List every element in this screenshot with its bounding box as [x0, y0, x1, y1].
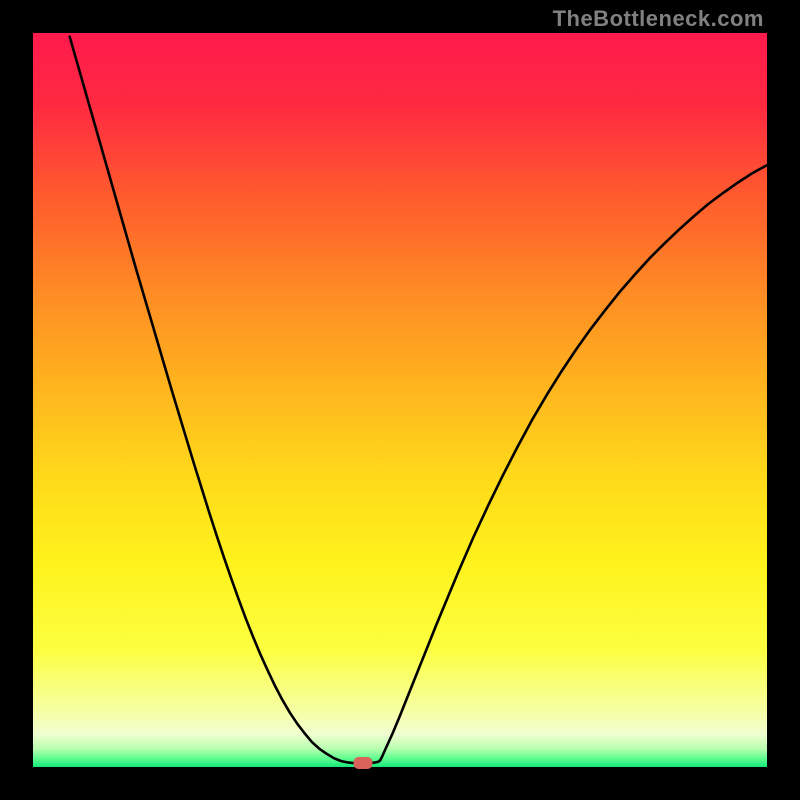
gradient-plot-svg [33, 33, 767, 767]
chart-frame: TheBottleneck.com [0, 0, 800, 800]
plot-area [33, 33, 767, 767]
gradient-background [33, 33, 767, 767]
optimum-marker [354, 757, 373, 769]
watermark-text: TheBottleneck.com [553, 6, 764, 32]
